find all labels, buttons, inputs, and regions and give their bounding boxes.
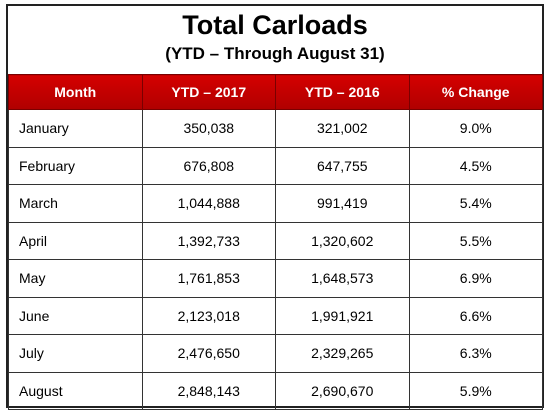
column-header: Month <box>8 74 143 110</box>
table-cell: May <box>8 259 143 298</box>
table-cell: 676,808 <box>141 146 276 185</box>
table-cell: 1,991,921 <box>275 296 410 335</box>
table-row: January 350,038 321,002 9.0% <box>8 109 543 148</box>
table-cell: 321,002 <box>275 109 410 148</box>
table-cell: 5.5% <box>408 221 543 260</box>
table-cell: 2,329,265 <box>275 334 410 373</box>
table-row: August 2,848,143 2,690,670 5.9% <box>8 371 543 410</box>
table-cell: March <box>8 184 143 223</box>
table-cell: 6.3% <box>408 334 543 373</box>
table-body: January 350,038 321,002 9.0% February 676,808… <box>8 109 543 410</box>
table-cell: 5.4% <box>408 184 543 223</box>
column-header: % Change <box>408 74 543 110</box>
header-row: Month YTD – 2017 YTD – 2016% Change <box>8 74 543 110</box>
table-row: July 2,476,650 2,329,265 6.3% <box>8 334 543 373</box>
title: Total Carloads <box>182 10 368 40</box>
column-header: YTD – 2017 <box>141 74 276 110</box>
table-cell: 2,123,018 <box>141 296 276 335</box>
table-cell: 9.0% <box>408 109 543 148</box>
table-cell: April <box>8 221 143 260</box>
table-row: June 2,123,018 1,991,921 6.6% <box>8 296 543 335</box>
table-cell: 5.9% <box>408 371 543 410</box>
table-cell: July <box>8 334 143 373</box>
table-cell: 2,476,650 <box>141 334 276 373</box>
table-cell: 1,044,888 <box>141 184 276 223</box>
table-cell: 1,392,733 <box>141 221 276 260</box>
table-cell: 2,848,143 <box>141 371 276 410</box>
table-cell: 1,761,853 <box>141 259 276 298</box>
table-cell: 4.5% <box>408 146 543 185</box>
subtitle: (YTD – Through August 31) <box>165 44 385 63</box>
table-row: April 1,392,733 1,320,602 5.5% <box>8 221 543 260</box>
table-cell: February <box>8 146 143 185</box>
data-table: Month YTD – 2017 YTD – 2016% Change Januar… <box>8 74 543 410</box>
table-cell: 1,320,602 <box>275 221 410 260</box>
table-cell: 6.6% <box>408 296 543 335</box>
table-cell: 991,419 <box>275 184 410 223</box>
table-cell: 1,648,573 <box>275 259 410 298</box>
table-cell: 647,755 <box>275 146 410 185</box>
table-cell: 6.9% <box>408 259 543 298</box>
table-cell: June <box>8 296 143 335</box>
table-cell: January <box>8 109 143 148</box>
table-cell: August <box>8 371 143 410</box>
table-cell: 350,038 <box>141 109 276 148</box>
table-cell: 2,690,670 <box>275 371 410 410</box>
table-row: May 1,761,853 1,648,573 6.9% <box>8 259 543 298</box>
table-row: February 676,808 647,755 4.5% <box>8 146 543 185</box>
table-row: March 1,044,888 991,419 5.4% <box>8 184 543 223</box>
column-header: YTD – 2016 <box>275 74 410 110</box>
